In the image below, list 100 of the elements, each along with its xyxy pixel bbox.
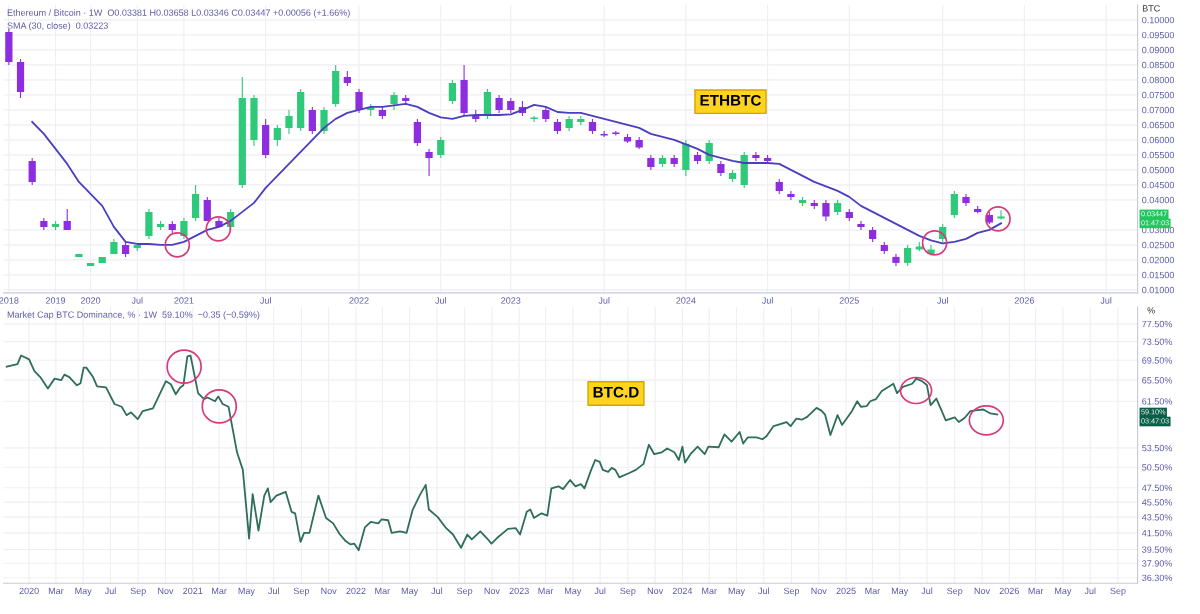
candlestick (448, 79, 457, 105)
candlestick (437, 136, 445, 159)
y-tick-label: 0.04500 (1142, 181, 1175, 189)
x-tick-label: Jul (104, 587, 116, 595)
x-tick-label: Nov (811, 587, 827, 595)
x-tick-label: 2026 (999, 587, 1019, 595)
candlestick (787, 190, 795, 201)
x-tick-label: Sep (947, 587, 963, 596)
y-tick-label: 61.50% (1142, 398, 1173, 405)
candlestick (40, 217, 48, 231)
y-tick-label: 0.01500 (1142, 271, 1175, 279)
chart-title: Market Cap BTC Dominance, % · 1W 59.10% −0.35 (−0.59%) (7, 311, 260, 320)
x-tick-label: Sep (130, 587, 146, 596)
candlestick (355, 88, 363, 114)
x-tick-label: 2020 (19, 587, 39, 595)
x-tick-label: 2020 (80, 297, 101, 304)
x-tick-label: 2024 (672, 587, 693, 595)
candlestick (192, 184, 200, 222)
x-tick-label: Sep (620, 587, 636, 596)
annotation: ETHBTC (700, 94, 762, 106)
x-tick-label: 2023 (501, 297, 521, 304)
x-tick-label: Sep (457, 587, 473, 596)
candlestick (530, 115, 538, 123)
x-tick-label: Mar (538, 587, 554, 595)
x-tick-label: Mar (48, 587, 64, 595)
y-tick-label: 69.50% (1142, 357, 1173, 364)
x-tick-label: 2023 (509, 587, 529, 595)
x-tick-label: May (401, 587, 419, 596)
candlestick (285, 109, 293, 135)
x-tick-label: 2022 (349, 297, 369, 304)
x-tick-label: 2026 (1014, 297, 1035, 304)
y-tick-label: 0.09500 (1142, 31, 1175, 39)
candlestick (63, 208, 71, 231)
candlestick (145, 208, 153, 240)
y-tick-label: 47.50% (1141, 484, 1173, 492)
y-tick-label: 43.50% (1141, 514, 1173, 521)
y-tick-label: 0.02500 (1142, 241, 1175, 249)
x-tick-label: Jul (594, 587, 606, 595)
x-tick-label: 2021 (183, 587, 203, 595)
x-tick-label: May (728, 587, 746, 596)
candlestick (320, 106, 328, 135)
chart-title: Ethereum / Bitcoin · 1W O0.03381 H0.03658 L0.03346 C0.03447 +0.00056 (+1.66%) (7, 9, 350, 18)
text: SMA (30, close) 0.03223 (7, 22, 108, 31)
y-tick-label: 0.06000 (1142, 136, 1175, 144)
y-tick-label: 77.50% (1142, 320, 1173, 328)
annotation: BTC.D (593, 386, 639, 398)
y-tick-label: 0.02000 (1142, 256, 1175, 264)
x-tick-label: Mar (212, 587, 227, 595)
x-tick-label: 2025 (839, 297, 859, 304)
x-tick-label: 2025 (836, 587, 856, 595)
x-tick-label: 2022 (346, 587, 366, 595)
y-tick-label: 0.10000 (1142, 16, 1175, 24)
y-tick-label: 53.50% (1142, 444, 1173, 452)
y-tick-label: 36.30% (1142, 574, 1173, 582)
x-tick-label: Nov (321, 587, 337, 595)
x-tick-label: Mar (1028, 587, 1044, 595)
y-tick-label: 37.90% (1142, 560, 1173, 567)
x-tick-label: Jul (921, 587, 933, 595)
x-tick-label: May (891, 587, 909, 596)
y-tick-label: 50.50% (1142, 464, 1173, 471)
y-tick-label: 73.50% (1142, 338, 1173, 345)
y-axis-title: BTC (1142, 5, 1160, 12)
x-tick-label: 2018 (0, 297, 19, 304)
x-tick-label: May (1055, 587, 1072, 596)
x-tick-label: Jul (431, 587, 443, 595)
candlestick (962, 193, 970, 207)
x-tick-label: 2019 (45, 297, 66, 304)
x-tick-label: Mar (865, 587, 881, 595)
y-tick-label: 0.08500 (1142, 61, 1175, 69)
y-tick-label: 65.50% (1142, 377, 1173, 384)
y-tick-label: 0.07000 (1142, 106, 1175, 114)
candlestick (28, 157, 36, 186)
x-tick-label: Jul (1084, 587, 1096, 595)
x-tick-label: Jul (268, 587, 279, 595)
y-tick-label: 0.06500 (1142, 121, 1175, 129)
y-tick-label: 0.08000 (1142, 76, 1175, 84)
x-tick-label: 2024 (676, 297, 696, 304)
x-tick-label: Jul (598, 297, 610, 304)
x-tick-label: May (75, 587, 92, 596)
candlestick (857, 220, 865, 231)
x-tick-label: Nov (974, 587, 990, 595)
x-tick-label: May (238, 587, 255, 596)
x-tick-label: Sep (293, 587, 310, 596)
y-axis-title: % (1147, 307, 1155, 314)
candlestick (752, 151, 760, 162)
candlestick (180, 217, 188, 240)
x-tick-label: May (565, 587, 582, 596)
candlestick (273, 124, 281, 147)
y-tick-label: 39.50% (1142, 546, 1173, 553)
x-tick-label: Jul (761, 297, 773, 304)
y-tick-label: 45.50% (1141, 499, 1173, 506)
x-tick-label: 2021 (174, 297, 194, 304)
x-tick-label: Sep (783, 587, 800, 596)
candlestick (425, 148, 433, 177)
x-tick-label: Jul (758, 587, 769, 595)
y-tick-label: 0.09000 (1142, 46, 1175, 54)
x-tick-label: Jul (435, 297, 446, 304)
candlestick (950, 190, 958, 219)
y-tick-label: 0.05000 (1142, 166, 1175, 174)
x-tick-label: Nov (484, 587, 500, 595)
